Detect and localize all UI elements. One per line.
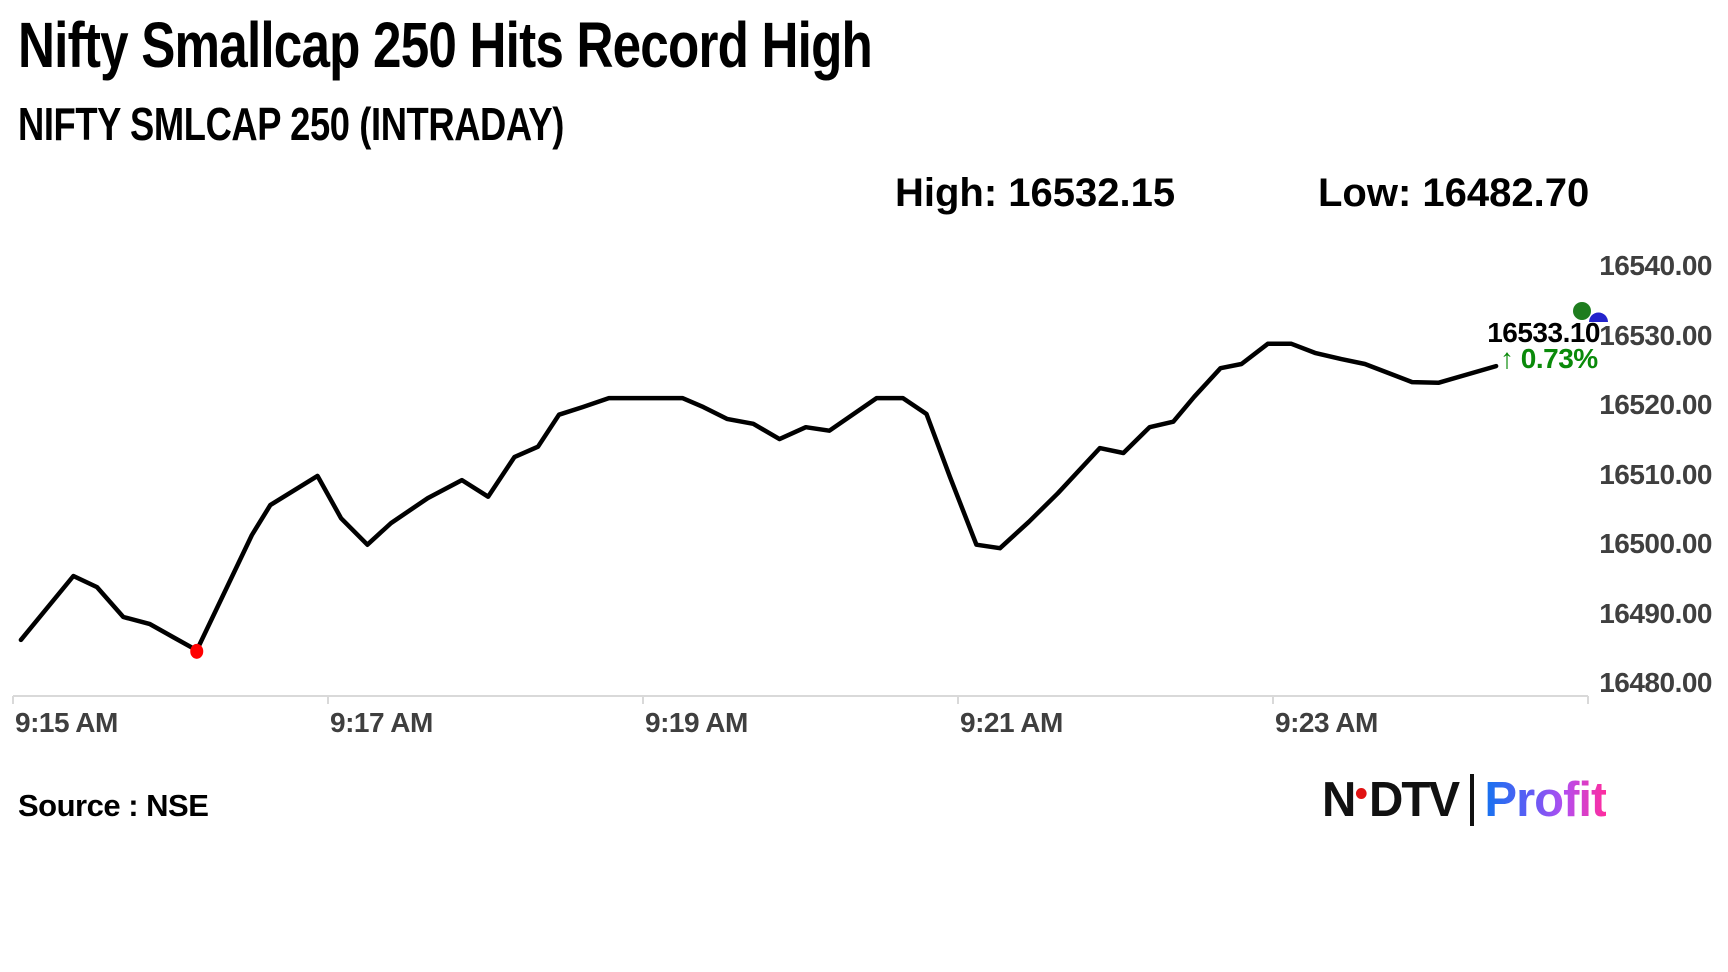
low-point-marker xyxy=(190,643,204,659)
profit-wordmark: Profit xyxy=(1484,772,1607,827)
y-tick-label: 16520.00 xyxy=(1599,389,1712,420)
ndtv-wordmark: N DTV xyxy=(1322,772,1460,827)
x-tick-label: 9:23 AM xyxy=(1275,707,1378,738)
y-tick-label: 16480.00 xyxy=(1599,667,1712,698)
y-tick-label: 16500.00 xyxy=(1599,528,1712,559)
low-value-label: Low: 16482.70 xyxy=(1318,171,1590,215)
y-tick-label: 16510.00 xyxy=(1599,458,1712,490)
price-line xyxy=(18,341,1499,653)
last-price-badge-green xyxy=(1573,302,1591,320)
source-attribution: Source : NSE xyxy=(18,788,209,823)
x-tick-label: 9:15 AM xyxy=(15,707,118,738)
page-title: Nifty Smallcap 250 Hits Record High xyxy=(18,9,873,81)
x-tick-label: 9:21 AM xyxy=(960,707,1063,738)
ndtv-profit-logo: N DTV Profit xyxy=(1322,772,1607,828)
y-tick-label: 16540.00 xyxy=(1599,250,1712,281)
x-tick-label: 9:17 AM xyxy=(330,707,433,738)
y-tick-label: 16530.00 xyxy=(1599,319,1712,351)
last-price-badge-blue xyxy=(1589,312,1608,322)
y-tick-label: 16490.00 xyxy=(1599,597,1712,629)
change-percent-label: ↑ 0.73% xyxy=(1500,343,1598,374)
last-price-label: 16533.10 xyxy=(1487,317,1600,348)
logo-divider xyxy=(1470,774,1475,826)
ndtv-red-dot-icon xyxy=(1356,787,1367,799)
x-tick-label: 9:19 AM xyxy=(645,707,748,738)
high-value-label: High: 16532.15 xyxy=(895,171,1176,215)
chart-subtitle: NIFTY SMLCAP 250 (INTRADAY) xyxy=(18,98,564,150)
